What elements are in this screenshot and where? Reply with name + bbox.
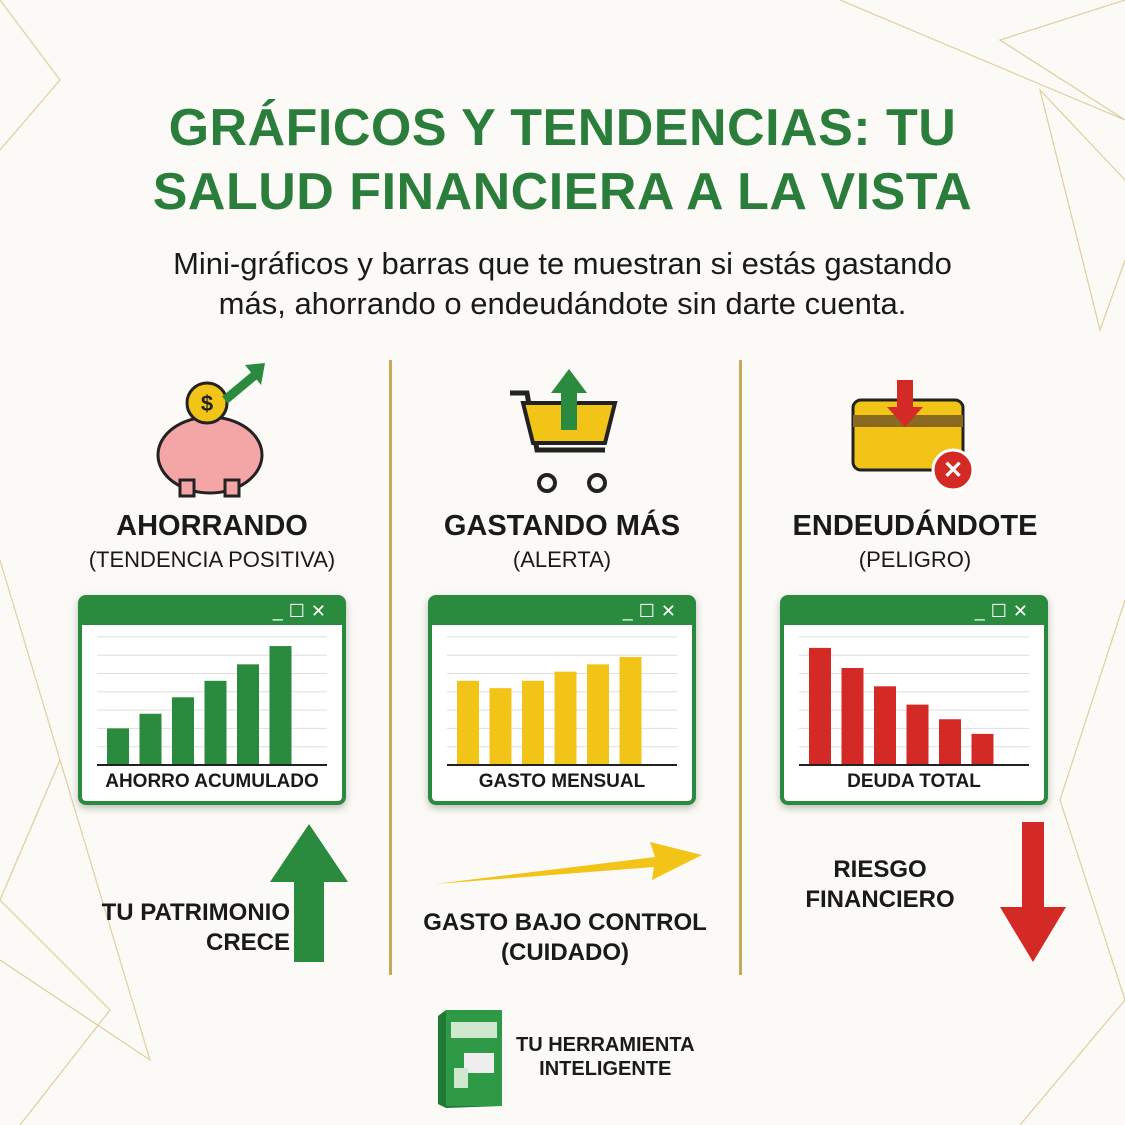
trend-note: RIESGO FINANCIERO <box>805 856 955 913</box>
software-box-icon <box>438 1010 502 1108</box>
bar <box>939 719 961 765</box>
bar <box>971 733 994 765</box>
window-controls[interactable]: _☐✕ <box>974 601 1034 621</box>
bar <box>587 664 609 765</box>
credit-card-arrow-down-icon: ✕ <box>851 380 975 492</box>
subheading: (ALERTA) <box>512 547 612 572</box>
mini-chart-window: _☐✕ GASTO MENSUAL <box>428 595 696 805</box>
bar <box>204 680 227 765</box>
chart-label: GASTO MENSUAL <box>478 771 646 792</box>
page-title: GRÁFICOS Y TENDENCIAS: TU SALUD FINANCIER… <box>152 99 973 221</box>
chart-label: DEUDA TOTAL <box>847 771 981 792</box>
svg-text:✕: ✕ <box>943 457 963 484</box>
arrow-down-icon <box>1000 822 1066 962</box>
bar <box>139 713 162 765</box>
window-controls[interactable]: _☐✕ <box>622 601 682 621</box>
arrow-right-icon <box>435 842 702 884</box>
bar <box>554 671 577 765</box>
bar <box>841 668 864 765</box>
column-divider <box>389 360 392 975</box>
svg-text:$: $ <box>201 391 213 416</box>
bar-chart <box>97 636 327 766</box>
bar <box>874 686 896 765</box>
shopping-cart-arrow-up-icon <box>510 369 618 493</box>
bar-chart <box>447 636 677 766</box>
subheading: (PELIGRO) <box>858 547 972 572</box>
mini-chart-window: _☐✕ DEUDA TOTAL <box>780 595 1048 805</box>
subheading: (TENDENCIA POSITIVA) <box>88 547 336 572</box>
column-heading-2: ENDEUDÁNDOTE (PELIGRO) <box>745 510 1085 573</box>
bar <box>107 728 129 765</box>
trend-note: TU PATRIMONIO CRECE <box>101 899 290 956</box>
heading: GASTANDO MÁS <box>443 510 681 542</box>
column-divider <box>739 360 742 975</box>
bar <box>522 680 544 765</box>
bar <box>619 657 642 765</box>
chart-label: AHORRO ACUMULADO <box>105 771 319 792</box>
bar <box>172 697 194 765</box>
footer-text: TU HERRAMIENTA INTELIGENTE <box>516 1034 695 1080</box>
column-heading-0: AHORRANDO (TENDENCIA POSITIVA) <box>42 510 382 573</box>
bar <box>269 646 292 765</box>
column-heading-1: GASTANDO MÁS (ALERTA) <box>392 510 732 573</box>
window-titlebar: _☐✕ <box>784 599 1044 625</box>
heading: AHORRANDO <box>116 510 308 542</box>
mini-chart-window: _☐✕ AHORRO ACUMULADO <box>78 595 346 805</box>
page-subtitle: Mini-gráficos y barras que te muestran s… <box>173 246 952 321</box>
trend-note: GASTO BAJO CONTROL (CUIDADO) <box>423 909 707 966</box>
window-titlebar: _☐✕ <box>432 599 692 625</box>
bar <box>809 647 831 765</box>
window-titlebar: _☐✕ <box>82 599 342 625</box>
bar <box>237 664 259 765</box>
bar-chart <box>799 636 1029 766</box>
bar <box>489 688 512 765</box>
piggy-bank-coin-arrow-up-icon: $ <box>156 363 265 498</box>
arrow-up-icon <box>270 824 348 962</box>
window-controls[interactable]: _☐✕ <box>272 601 332 621</box>
heading: ENDEUDÁNDOTE <box>792 510 1038 542</box>
bar <box>457 680 479 765</box>
bar <box>906 704 929 765</box>
